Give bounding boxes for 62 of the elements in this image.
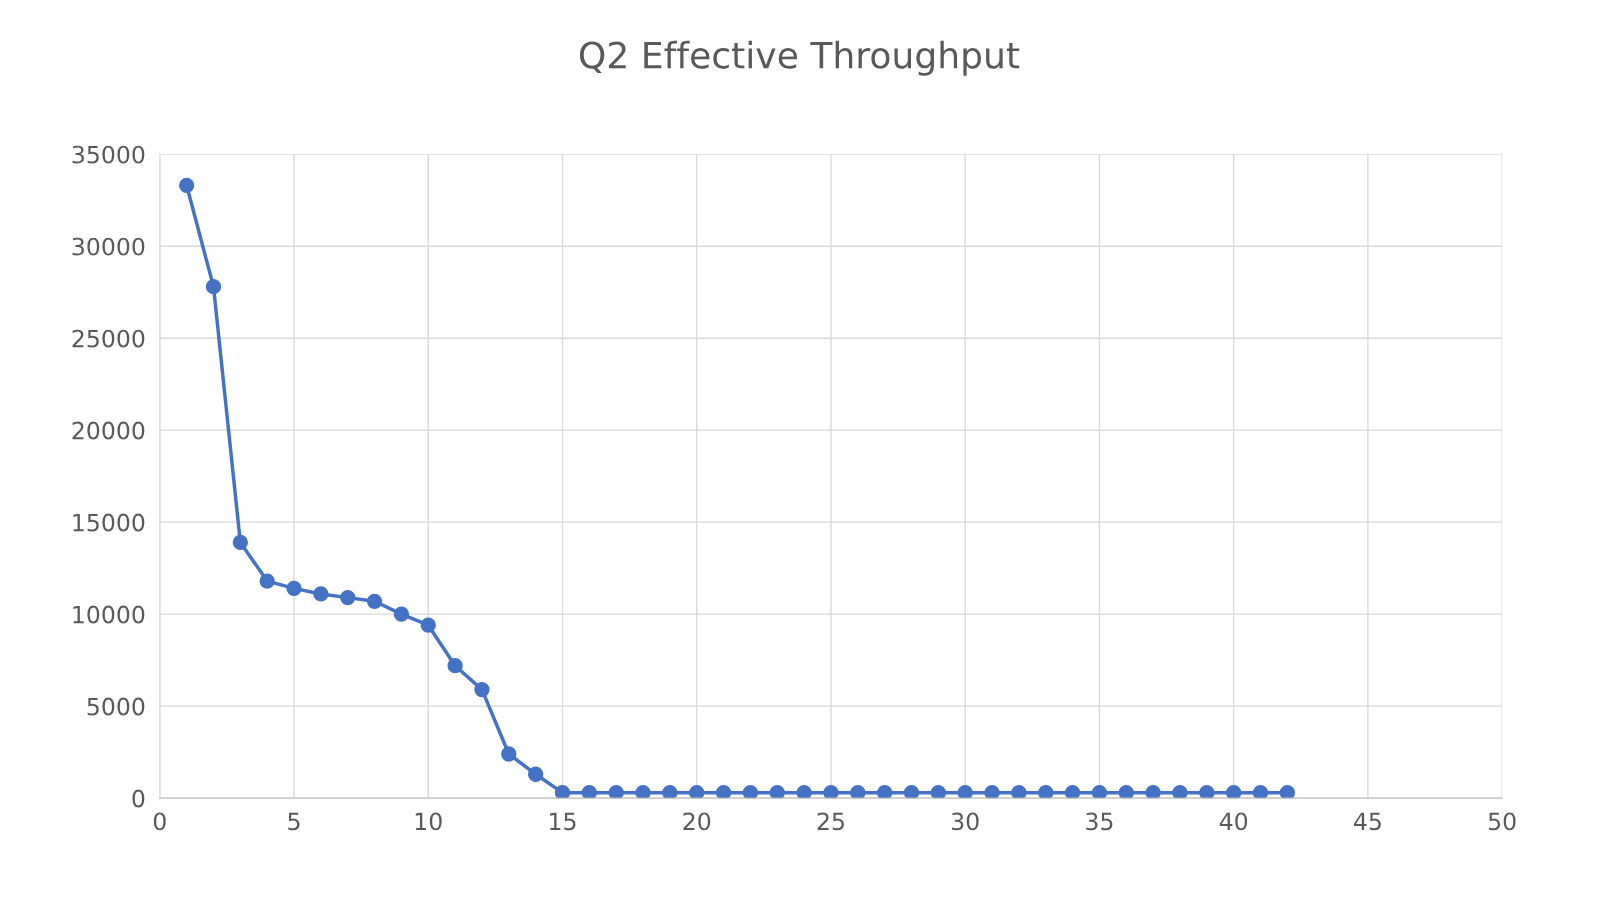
y-tick-label: 35000: [72, 145, 145, 164]
x-tick-label: 35: [1086, 812, 1113, 831]
point: [554, 785, 571, 799]
point: [823, 785, 839, 799]
point: [1172, 785, 1188, 799]
x-tick-label: 45: [1354, 812, 1381, 831]
point: [1118, 785, 1134, 799]
point: [796, 785, 812, 799]
point: [340, 589, 356, 606]
point: [447, 658, 463, 674]
point: [393, 606, 410, 622]
y-tick-label: 5000: [87, 697, 145, 716]
y-tick-label: 0: [132, 789, 145, 808]
point: [930, 785, 946, 799]
point: [501, 746, 517, 762]
point: [179, 177, 195, 194]
point: [474, 681, 490, 698]
point: [286, 580, 302, 597]
x-tick-label: 20: [683, 812, 711, 831]
x-tick-label: 25: [817, 812, 844, 831]
point: [877, 785, 893, 799]
point: [1038, 785, 1054, 799]
point: [1011, 785, 1027, 799]
point: [420, 617, 436, 633]
point: [608, 785, 624, 799]
point: [528, 766, 544, 782]
point: [662, 785, 678, 799]
point: [1064, 785, 1081, 799]
point: [689, 785, 705, 799]
y-tick-label: 30000: [72, 237, 145, 256]
chart-title: Q2 Effective Throughput: [579, 40, 1020, 76]
point: [232, 534, 248, 551]
y-tick-label: 10000: [73, 605, 145, 624]
point: [366, 593, 383, 609]
point: [259, 573, 275, 589]
x-tick-label: 30: [951, 812, 979, 831]
point: [957, 785, 973, 799]
point: [715, 785, 732, 799]
point: [205, 279, 222, 295]
y-tick-label: 20000: [72, 421, 145, 440]
point: [742, 785, 759, 799]
x-tick-label: 50: [1488, 812, 1516, 831]
point: [1226, 785, 1242, 799]
point: [1252, 785, 1269, 799]
y-tick-label: 25000: [72, 329, 145, 348]
point: [1091, 785, 1108, 799]
point: [984, 785, 1000, 799]
point: [769, 785, 785, 799]
x-tick-label: 15: [550, 812, 576, 831]
point: [581, 785, 597, 799]
point: [903, 785, 920, 799]
x-tick-label: 5: [288, 812, 300, 831]
point: [850, 785, 866, 799]
point: [1145, 785, 1161, 799]
point: [635, 785, 651, 799]
y-tick-label: 15000: [73, 513, 145, 532]
x-tick-label: 0: [153, 812, 166, 831]
point: [1279, 785, 1295, 799]
point: [1199, 785, 1215, 799]
x-tick-label: 40: [1219, 812, 1248, 831]
x-tick-label: 10: [415, 812, 442, 831]
point: [313, 586, 329, 602]
